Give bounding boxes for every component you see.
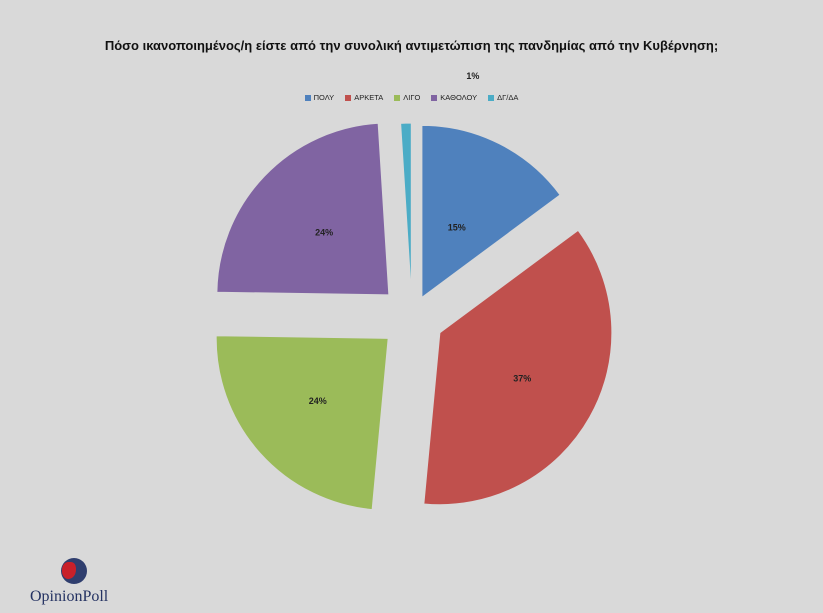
legend-item: ΔΓ/ΔΑ — [488, 93, 518, 102]
legend-item: ΠΟΛΥ — [304, 93, 335, 102]
legend-label: ΑΡΚΕΤΑ — [354, 93, 384, 102]
legend-item: ΚΑΘΟΛΟΥ — [431, 93, 477, 102]
pie-slice — [423, 229, 613, 506]
data-label: 24% — [309, 396, 327, 406]
pie-slice — [400, 122, 412, 296]
legend-label: ΔΓ/ΔΑ — [497, 93, 519, 102]
legend-item: ΛΙΓΟ — [394, 93, 420, 102]
data-label: 37% — [513, 374, 531, 384]
logo-text: OpinionPoll — [30, 588, 109, 605]
logo-globe-icon — [61, 558, 87, 584]
pie-slice — [421, 124, 561, 299]
data-label: 15% — [448, 223, 466, 233]
legend-label: ΛΙΓΟ — [403, 93, 421, 102]
chart-legend: ΠΟΛΥ ΑΡΚΕΤΑ ΛΙΓΟ ΚΑΘΟΛΟΥ ΔΓ/ΔΑ — [0, 93, 823, 102]
legend-swatch — [345, 94, 352, 101]
chart-title: Πόσο ικανοποιημένος/η είστε από την συνο… — [104, 38, 719, 53]
pie-slice — [215, 335, 389, 511]
legend-swatch — [488, 94, 495, 101]
opinionpoll-logo: OpinionPoll — [30, 556, 130, 608]
legend-item: ΑΡΚΕΤΑ — [345, 93, 383, 102]
data-label: 24% — [315, 228, 333, 238]
legend-label: ΚΑΘΟΛΟΥ — [440, 93, 478, 102]
legend-swatch — [304, 94, 311, 101]
legend-label: ΠΟΛΥ — [313, 93, 335, 102]
pie-slice — [216, 122, 390, 296]
legend-swatch — [394, 94, 401, 101]
legend-swatch — [431, 94, 438, 101]
data-label: 1% — [466, 71, 479, 81]
